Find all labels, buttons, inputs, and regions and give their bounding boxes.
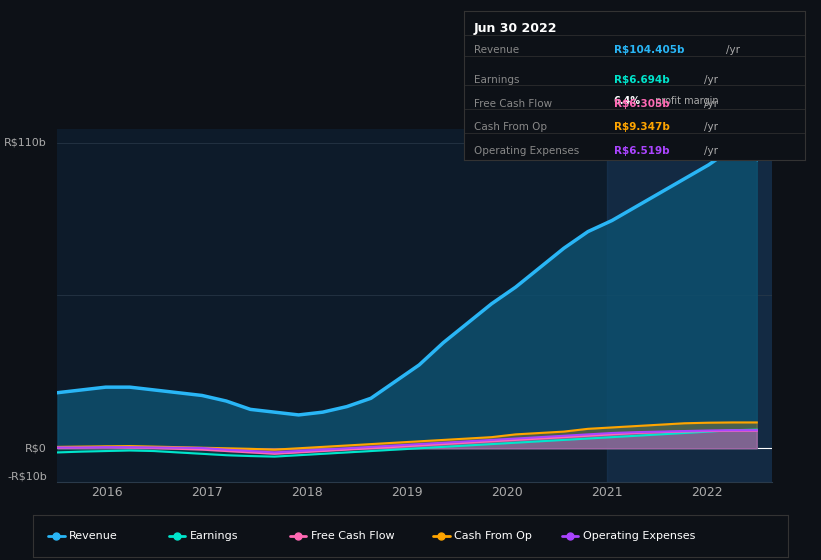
Text: Jun 30 2022: Jun 30 2022 <box>474 22 557 35</box>
Text: Revenue: Revenue <box>474 45 519 55</box>
Bar <box>607 129 791 482</box>
Text: Cash From Op: Cash From Op <box>474 123 547 133</box>
Text: Free Cash Flow: Free Cash Flow <box>311 531 394 541</box>
Text: R$9.347b: R$9.347b <box>614 123 670 133</box>
Text: /yr: /yr <box>727 45 741 55</box>
Text: R$104.405b: R$104.405b <box>614 45 684 55</box>
Text: Operating Expenses: Operating Expenses <box>474 146 580 156</box>
Text: Free Cash Flow: Free Cash Flow <box>474 99 553 109</box>
Text: Earnings: Earnings <box>474 75 520 85</box>
Text: /yr: /yr <box>704 146 718 156</box>
Text: /yr: /yr <box>704 123 718 133</box>
Text: R$6.305b: R$6.305b <box>614 99 670 109</box>
Text: /yr: /yr <box>704 99 718 109</box>
Text: /yr: /yr <box>704 75 718 85</box>
Text: profit margin: profit margin <box>652 96 718 106</box>
Text: R$6.694b: R$6.694b <box>614 75 670 85</box>
Text: 6.4%: 6.4% <box>614 96 640 106</box>
Text: Operating Expenses: Operating Expenses <box>583 531 695 541</box>
Text: -R$10b: -R$10b <box>7 471 47 481</box>
Text: R$6.519b: R$6.519b <box>614 146 669 156</box>
Text: R$110b: R$110b <box>4 138 47 148</box>
Text: Cash From Op: Cash From Op <box>454 531 532 541</box>
Text: Revenue: Revenue <box>69 531 118 541</box>
Text: R$0: R$0 <box>25 444 47 453</box>
Text: Earnings: Earnings <box>190 531 238 541</box>
